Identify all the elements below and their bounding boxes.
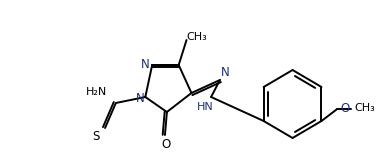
Text: N: N: [220, 66, 229, 79]
Text: O: O: [161, 137, 171, 150]
Text: CH₃: CH₃: [186, 32, 207, 42]
Text: N: N: [136, 92, 145, 104]
Text: CH₃: CH₃: [354, 103, 375, 113]
Text: O: O: [340, 101, 350, 115]
Text: HN: HN: [197, 102, 214, 112]
Text: S: S: [92, 131, 100, 144]
Text: N: N: [141, 59, 150, 71]
Text: H₂N: H₂N: [86, 87, 107, 97]
